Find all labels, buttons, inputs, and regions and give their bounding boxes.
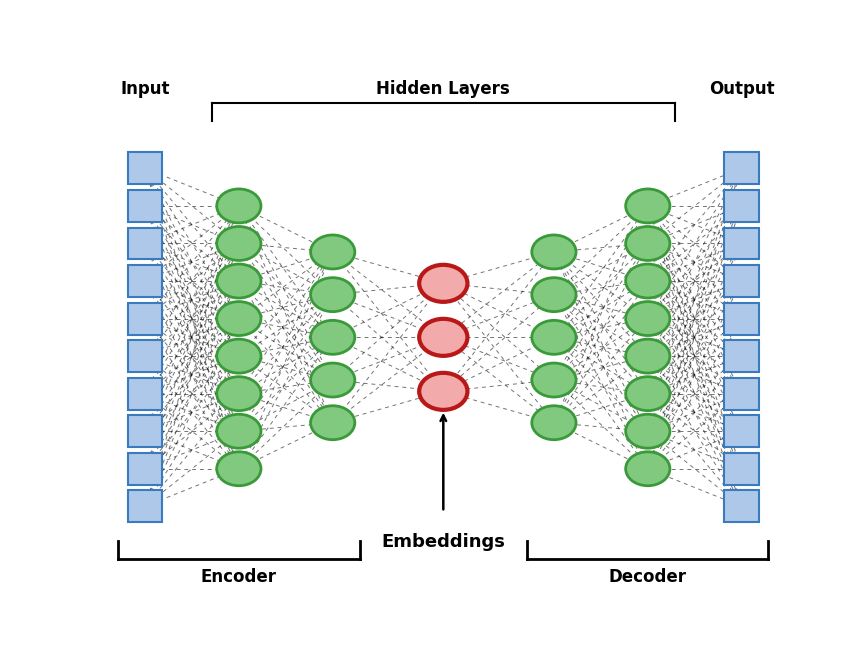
Circle shape — [420, 319, 467, 356]
Text: Hidden Layers: Hidden Layers — [376, 80, 510, 98]
Circle shape — [311, 405, 355, 440]
Bar — [724, 377, 759, 409]
Bar — [127, 453, 163, 485]
Circle shape — [217, 301, 261, 335]
Circle shape — [532, 235, 576, 269]
Bar — [724, 190, 759, 222]
Circle shape — [625, 414, 670, 448]
Circle shape — [625, 377, 670, 411]
Bar — [724, 303, 759, 335]
Bar — [127, 377, 163, 409]
Text: Input: Input — [120, 80, 170, 98]
Circle shape — [311, 235, 355, 269]
Circle shape — [532, 321, 576, 354]
Bar — [127, 190, 163, 222]
Bar — [127, 303, 163, 335]
Bar — [724, 490, 759, 522]
Circle shape — [420, 265, 467, 302]
Circle shape — [217, 264, 261, 298]
Circle shape — [217, 189, 261, 223]
Circle shape — [625, 452, 670, 486]
Circle shape — [625, 301, 670, 335]
Bar — [724, 152, 759, 184]
Bar — [127, 265, 163, 297]
Circle shape — [311, 278, 355, 311]
Text: Output: Output — [708, 80, 774, 98]
Bar — [127, 228, 163, 259]
Circle shape — [625, 226, 670, 261]
Bar — [127, 152, 163, 184]
Text: Decoder: Decoder — [609, 568, 687, 586]
Bar — [724, 340, 759, 372]
Circle shape — [217, 414, 261, 448]
Circle shape — [217, 377, 261, 411]
Text: Embeddings: Embeddings — [381, 533, 505, 551]
Bar — [724, 415, 759, 447]
Circle shape — [532, 278, 576, 311]
Bar — [724, 453, 759, 485]
Circle shape — [625, 189, 670, 223]
Bar — [724, 228, 759, 259]
Bar — [127, 415, 163, 447]
Circle shape — [217, 339, 261, 373]
Circle shape — [625, 264, 670, 298]
Circle shape — [532, 363, 576, 397]
Circle shape — [217, 452, 261, 486]
Circle shape — [532, 405, 576, 440]
Bar — [724, 265, 759, 297]
Circle shape — [311, 321, 355, 354]
Text: Encoder: Encoder — [201, 568, 277, 586]
Circle shape — [420, 373, 467, 410]
Bar — [127, 340, 163, 372]
Circle shape — [311, 363, 355, 397]
Bar — [127, 490, 163, 522]
Circle shape — [625, 339, 670, 373]
Circle shape — [217, 226, 261, 261]
